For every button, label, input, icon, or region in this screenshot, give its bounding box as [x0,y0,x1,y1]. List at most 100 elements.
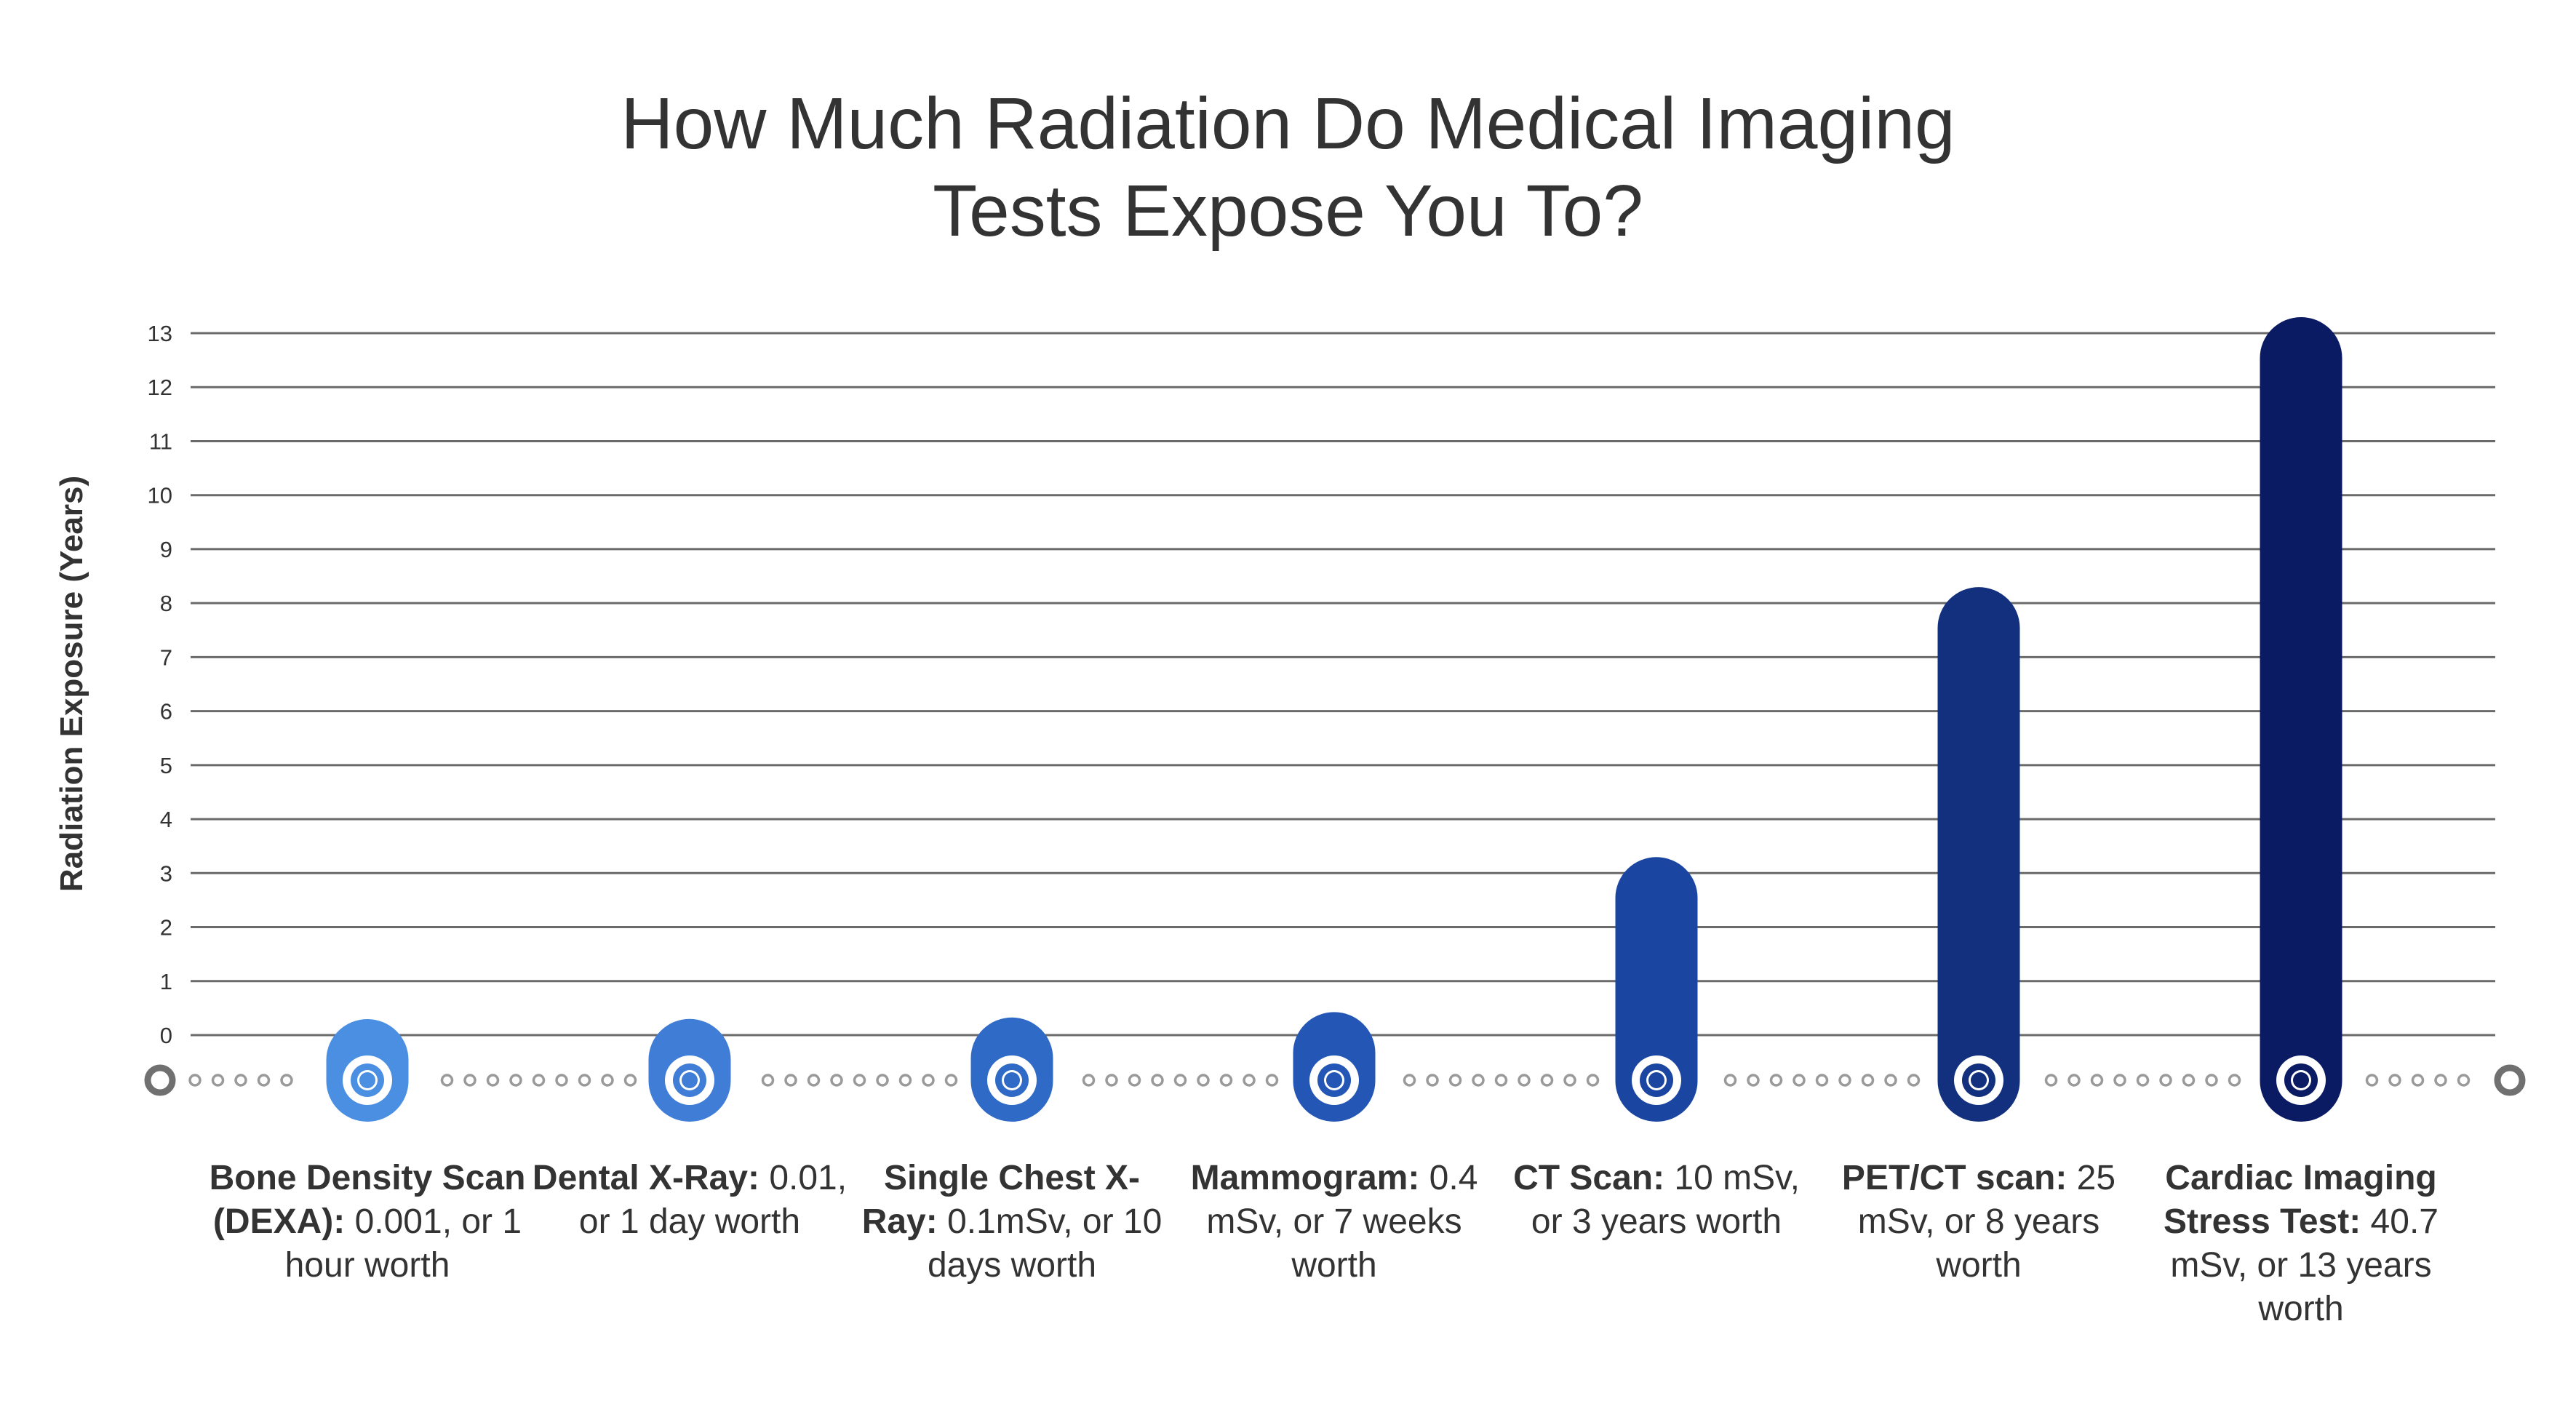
track-dot [1518,1074,1531,1087]
track-dot [188,1074,202,1087]
track-dot [486,1074,500,1087]
bar-marker-dot-7 [2293,1072,2309,1088]
track-end-ring [2494,1064,2526,1096]
category-label-6: PET/CT scan: 25 mSv, or 8 years worth [1819,1157,2139,1288]
bar-marker-dot-1 [359,1072,375,1088]
track-dot [623,1074,637,1087]
bar-marker-dot-5 [1648,1072,1664,1088]
y-tick-label-3: 3 [160,861,172,886]
track-start-ring [144,1064,176,1096]
category-label-bold-3: Single Chest X-Ray: [861,1159,1141,1241]
track-dot [1243,1074,1256,1087]
track-dot [532,1074,546,1087]
y-tick-label-4: 4 [160,807,172,832]
gridlines [191,332,2495,1037]
category-label-text-5: 10 mSv, or 3 years worth [1531,1159,1800,1241]
track-dot [2136,1074,2150,1087]
track-dot [2205,1074,2218,1087]
y-tick-label-0: 0 [160,1023,172,1048]
bar-marker-dot-2 [682,1072,698,1088]
track-dot [601,1074,614,1087]
track-dot [922,1074,935,1087]
category-label-bold-2: Dental X-Ray: [532,1159,759,1197]
track-dot [1082,1074,1096,1087]
bars [326,317,2342,1122]
track-dot [509,1074,522,1087]
track-dot [1861,1074,1875,1087]
track-dot [1747,1074,1760,1087]
track-dot [234,1074,247,1087]
timeline-track [144,1064,2526,1096]
category-label-text-2: 0.01, or 1 day worth [578,1159,848,1241]
y-tick-label-9: 9 [160,537,172,562]
track-dot [2457,1074,2471,1087]
track-dot [1472,1074,1485,1087]
y-axis-label: Radiation Exposure (Years) [54,476,89,892]
track-dot [1769,1074,1783,1087]
track-dot [830,1074,843,1087]
y-tick-label-8: 8 [160,591,172,616]
track-dot [463,1074,476,1087]
category-label-bold-6: PET/CT scan: [1841,1159,2067,1197]
chart-title-line-1: How Much Radiation Do Medical Imaging [621,83,1955,164]
track-dot [2067,1074,2081,1087]
track-dot [807,1074,821,1087]
category-label-5: CT Scan: 10 mSv, or 3 years worth [1496,1157,1817,1244]
y-tick-label-12: 12 [148,375,172,400]
category-label-text-6: 25 mSv, or 8 years worth [1857,1159,2116,1285]
track-dot [1723,1074,1737,1087]
y-tick-label-11: 11 [149,428,172,454]
category-label-1: Bone Density Scan (DEXA): 0.001, or 1 ho… [207,1157,527,1288]
bar-marker-dot-4 [1326,1072,1342,1088]
category-label-bold-7: Cardiac Imaging Stress Test: [2164,1159,2437,1241]
category-label-text-1: 0.001, or 1 hour worth [284,1202,522,1285]
track-dot [784,1074,797,1087]
category-label-text-3: 0.1mSv, or 10 days worth [927,1202,1163,1285]
category-label-bold-5: CT Scan: [1513,1159,1665,1197]
track-dot [944,1074,958,1087]
bar-marker-dot-3 [1004,1072,1020,1088]
category-label-text-4: 0.4 mSv, or 7 weeks worth [1206,1159,1478,1285]
y-tick-label-5: 5 [160,753,172,778]
bar-5 [1615,857,1698,1122]
track-dot [2159,1074,2172,1087]
track-dot [1105,1074,1118,1087]
bar-marker-dot-6 [1971,1072,1987,1088]
track-dot [1494,1074,1508,1087]
category-label-3: Single Chest X-Ray: 0.1mSv, or 10 days w… [852,1157,1172,1288]
track-dot [1197,1074,1210,1087]
track-dot [1838,1074,1851,1087]
track-dot [898,1074,912,1087]
track-dot [853,1074,866,1087]
track-dot [761,1074,775,1087]
track-dot [280,1074,293,1087]
category-label-7: Cardiac Imaging Stress Test: 40.7 mSv, o… [2141,1157,2461,1331]
category-label-bold-4: Mammogram: [1190,1159,1420,1197]
track-dot [1793,1074,1806,1087]
track-dot [578,1074,591,1087]
bar-6 [1937,587,2020,1122]
track-dot [257,1074,271,1087]
track-dot [1884,1074,1897,1087]
track-dot [1173,1074,1187,1087]
track-dot [2044,1074,2058,1087]
y-tick-label-7: 7 [160,644,172,670]
category-label-bold-1: Bone Density Scan (DEXA): [209,1159,526,1241]
track-dot [2365,1074,2379,1087]
track-dot [1403,1074,1416,1087]
track-dot [1586,1074,1600,1087]
track-dot [2411,1074,2425,1087]
track-dot [2228,1074,2241,1087]
track-dot [876,1074,889,1087]
track-dot [1448,1074,1462,1087]
y-tick-label-6: 6 [160,699,172,725]
y-tick-label-1: 1 [160,969,172,994]
track-dot [2182,1074,2196,1087]
track-dot [1540,1074,1554,1087]
track-dot [1151,1074,1164,1087]
y-tick-label-10: 10 [148,483,172,508]
track-dot [1563,1074,1576,1087]
track-dot [211,1074,225,1087]
